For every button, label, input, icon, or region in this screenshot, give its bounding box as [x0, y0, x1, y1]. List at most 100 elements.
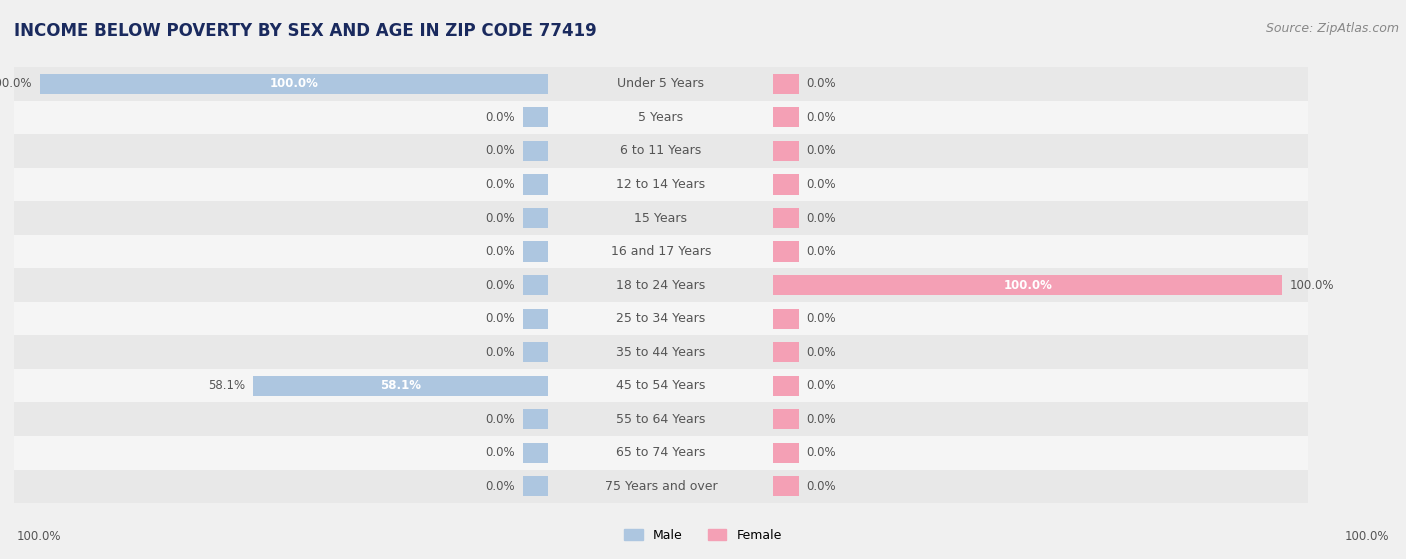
Text: 100.0%: 100.0% [1289, 278, 1334, 292]
Bar [0, 335, 1406, 369]
Text: 0.0%: 0.0% [485, 144, 515, 158]
Text: 58.1%: 58.1% [208, 379, 245, 392]
Bar [523, 443, 548, 463]
Bar [0, 302, 1406, 335]
Bar [0, 302, 1406, 335]
Text: Source: ZipAtlas.com: Source: ZipAtlas.com [1265, 22, 1399, 35]
Bar [0, 335, 1406, 369]
Bar [0, 67, 1406, 101]
Bar [0, 201, 1406, 235]
Bar [0, 235, 1406, 268]
Bar [0, 470, 1406, 503]
Bar [0, 134, 1406, 168]
Text: 0.0%: 0.0% [807, 413, 837, 426]
Bar [0, 67, 1406, 101]
Text: 0.0%: 0.0% [807, 178, 837, 191]
Bar [773, 376, 799, 396]
Bar [523, 476, 548, 496]
Text: 35 to 44 Years: 35 to 44 Years [616, 345, 706, 359]
Bar [0, 101, 1406, 134]
Bar [0, 302, 1406, 335]
Bar [523, 342, 548, 362]
Bar [0, 67, 1406, 101]
Bar [0, 369, 1406, 402]
Text: 0.0%: 0.0% [807, 480, 837, 493]
Bar [523, 107, 548, 127]
Bar [0, 168, 1406, 201]
Text: 0.0%: 0.0% [807, 77, 837, 91]
Text: 0.0%: 0.0% [485, 312, 515, 325]
Text: 55 to 64 Years: 55 to 64 Years [616, 413, 706, 426]
Bar [773, 409, 799, 429]
Bar [0, 470, 1406, 503]
Text: 0.0%: 0.0% [485, 345, 515, 359]
Bar [0, 168, 1406, 201]
Text: 0.0%: 0.0% [807, 144, 837, 158]
Bar [773, 476, 799, 496]
Bar [0, 369, 1406, 402]
Bar [773, 74, 799, 94]
Bar [0, 134, 1406, 168]
Text: 25 to 34 Years: 25 to 34 Years [616, 312, 706, 325]
Text: Under 5 Years: Under 5 Years [617, 77, 704, 91]
Text: 58.1%: 58.1% [380, 379, 420, 392]
Bar [0, 369, 1406, 402]
Text: 0.0%: 0.0% [485, 278, 515, 292]
Legend: Male, Female: Male, Female [619, 524, 787, 547]
Text: 0.0%: 0.0% [485, 178, 515, 191]
Bar [0, 268, 1406, 302]
Bar [0, 402, 1406, 436]
Text: 100.0%: 100.0% [0, 77, 32, 91]
Bar [0, 168, 1406, 201]
Bar [0, 101, 1406, 134]
Text: 100.0%: 100.0% [1004, 278, 1052, 292]
Text: 0.0%: 0.0% [485, 245, 515, 258]
Bar [523, 241, 548, 262]
Text: 0.0%: 0.0% [807, 111, 837, 124]
Text: 16 and 17 Years: 16 and 17 Years [610, 245, 711, 258]
Bar [0, 235, 1406, 268]
Text: 0.0%: 0.0% [485, 480, 515, 493]
Bar [0, 402, 1406, 436]
Bar [773, 107, 799, 127]
Bar [0, 436, 1406, 470]
Bar [523, 275, 548, 295]
Text: 0.0%: 0.0% [807, 211, 837, 225]
Bar [0, 436, 1406, 470]
Bar [0, 134, 1406, 168]
Bar [0, 335, 1406, 369]
Bar [0, 101, 1406, 134]
Bar [773, 174, 799, 195]
Bar [39, 74, 548, 94]
Bar [0, 402, 1406, 436]
Text: 45 to 54 Years: 45 to 54 Years [616, 379, 706, 392]
Bar [773, 241, 799, 262]
Bar [523, 141, 548, 161]
Text: 100.0%: 100.0% [17, 530, 62, 543]
Text: 0.0%: 0.0% [485, 446, 515, 459]
Bar [523, 174, 548, 195]
Bar [773, 342, 799, 362]
Bar [0, 268, 1406, 302]
Bar [0, 235, 1406, 268]
Text: 12 to 14 Years: 12 to 14 Years [616, 178, 706, 191]
Bar [773, 208, 799, 228]
Text: 0.0%: 0.0% [807, 245, 837, 258]
Bar [0, 268, 1406, 302]
Bar [253, 376, 548, 396]
Text: 100.0%: 100.0% [270, 77, 318, 91]
Bar [523, 409, 548, 429]
Text: 0.0%: 0.0% [807, 345, 837, 359]
Text: 18 to 24 Years: 18 to 24 Years [616, 278, 706, 292]
Bar [0, 201, 1406, 235]
Text: 0.0%: 0.0% [807, 379, 837, 392]
Bar [523, 208, 548, 228]
Bar [0, 436, 1406, 470]
Bar [773, 443, 799, 463]
Text: 0.0%: 0.0% [485, 413, 515, 426]
Text: 0.0%: 0.0% [485, 211, 515, 225]
Text: 75 Years and over: 75 Years and over [605, 480, 717, 493]
Text: 0.0%: 0.0% [485, 111, 515, 124]
Bar [773, 309, 799, 329]
Text: 0.0%: 0.0% [807, 446, 837, 459]
